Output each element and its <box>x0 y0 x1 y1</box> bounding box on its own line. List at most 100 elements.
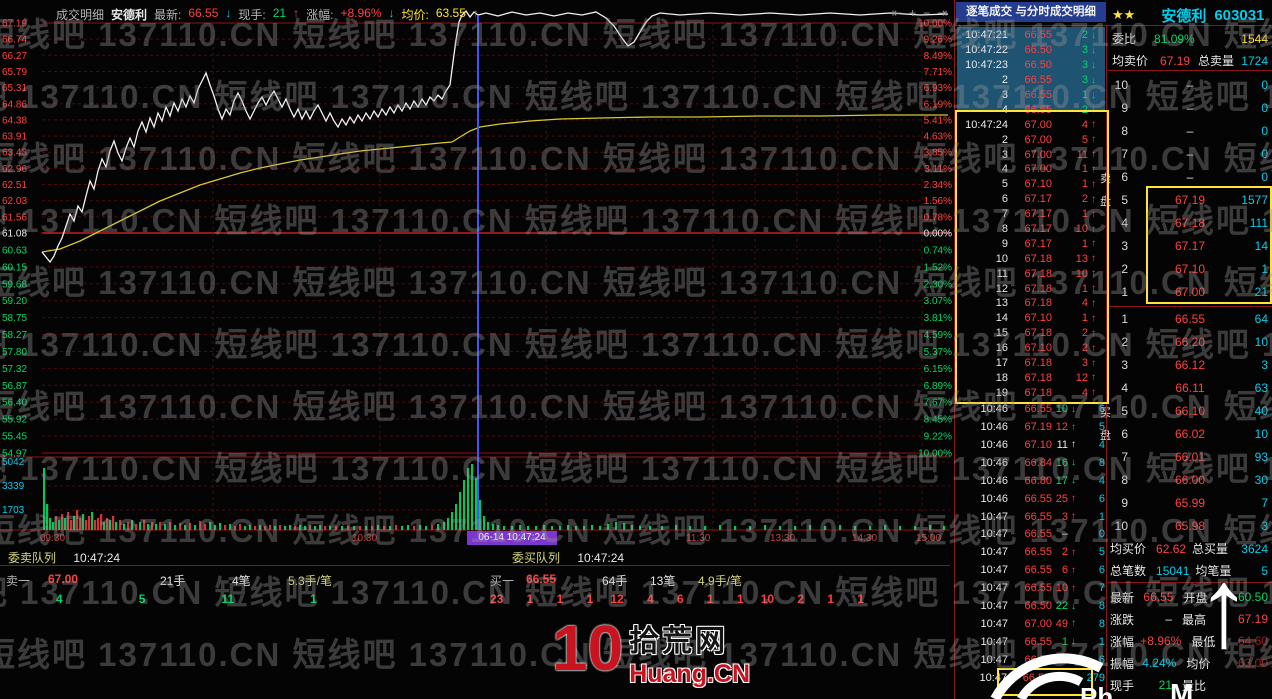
buy-queue-order[interactable]: 10 <box>760 592 775 606</box>
buy-queue-order[interactable]: 23 <box>490 592 504 606</box>
tick-row[interactable]: 10:47:23 66.50 3 ↓ <box>956 58 1108 73</box>
tick-row[interactable]: 11 67.18 10 ↑ <box>956 266 1108 281</box>
tick-row[interactable]: 10:47 66.55 2 ↑ 5 <box>956 543 1108 561</box>
up-arrow-icon: ↑ <box>1091 208 1096 220</box>
buy-queue-order[interactable]: 2 <box>797 592 805 606</box>
tick-row[interactable]: 10:47 66.50 22 ↓ 8 <box>956 597 1108 615</box>
tick-row[interactable]: 13 67.18 4 ↑ <box>956 296 1108 311</box>
tick-row[interactable]: 19 67.18 4 ↑ <box>956 385 1108 400</box>
tick-row[interactable]: 17 67.18 3 ↑ <box>956 356 1108 371</box>
tick-price: 67.17 <box>1024 237 1052 250</box>
level-price[interactable]: 65.99 <box>1174 496 1206 510</box>
tick-row[interactable]: 2 67.00 5 ↑ <box>956 132 1108 147</box>
level-price[interactable]: 67.17 <box>1174 239 1206 253</box>
tick-row[interactable]: 18 67.18 12 ↑ <box>956 370 1108 385</box>
buy-queue-order[interactable]: 1 <box>737 592 744 606</box>
level-price[interactable]: 66.01 <box>1174 450 1206 464</box>
level-price[interactable]: 66.10 <box>1174 404 1206 418</box>
crosshair-time-label: 06-14 10:47:24 <box>467 531 557 545</box>
tick-row[interactable]: 15 67.18 2 ↑ <box>956 326 1108 341</box>
pan-right-icon[interactable]: ⇥ <box>937 6 948 20</box>
level-number: 9 <box>1121 496 1128 510</box>
level-price[interactable]: – <box>1186 170 1194 184</box>
tick-row[interactable]: 10:46 67.19 12 ↑ 5 <box>956 418 1108 436</box>
tick-row[interactable]: 3 66.55 1 ↓ <box>956 88 1108 103</box>
tick-row[interactable]: 4 66.55 2 ↓ <box>956 102 1108 117</box>
buy-queue-order[interactable]: 1 <box>707 592 714 606</box>
level-price[interactable]: 66.55 <box>1174 312 1206 326</box>
sell-queue-order[interactable]: 5 <box>138 592 146 606</box>
tick-time: 10:47 <box>980 582 1008 595</box>
level-price[interactable]: 66.11 <box>1175 381 1205 395</box>
level-price[interactable]: 66.12 <box>1174 358 1206 372</box>
buy-queue-order[interactable]: 6 <box>677 592 684 606</box>
tick-row[interactable]: 14 67.10 1 ↑ <box>956 311 1108 326</box>
tick-row[interactable]: 8 67.17 10 ↑ <box>956 222 1108 237</box>
level-price[interactable]: 66.20 <box>1174 335 1206 349</box>
up-arrow-icon: ↑ <box>1071 564 1076 576</box>
buy-queue-order[interactable]: 1 <box>586 592 594 606</box>
tick-row[interactable]: 10:46 66.55 10 ↓ 6 <box>956 400 1108 418</box>
tick-row[interactable]: 16 67.10 2 ↑ <box>956 341 1108 356</box>
tick-price: 66.55 <box>1024 528 1052 541</box>
level-price[interactable]: 67.00 <box>1174 285 1206 299</box>
tick-row[interactable]: 10:47 66.55 1 ↓ 1 <box>956 633 1108 651</box>
tick-row[interactable]: 10:47 66.55 10 ↑ 7 <box>956 579 1108 597</box>
tick-row[interactable]: 2 66.55 3 ↓ <box>956 73 1108 88</box>
level-quantity: 0 <box>1261 147 1268 161</box>
tick-row[interactable]: 5 67.10 1 ↑ <box>956 177 1108 192</box>
buy-queue-order[interactable]: 1 <box>857 592 865 606</box>
buy-queue-order[interactable]: 1 <box>526 592 534 606</box>
tick-time: 10:47 <box>980 600 1008 612</box>
tick-time: 10:46 <box>980 403 1008 416</box>
sell-queue-list[interactable]: 4 5 11 1 <box>56 592 317 606</box>
buy-queue-order[interactable]: 12 <box>610 592 624 606</box>
level-price[interactable]: 65.98 <box>1174 519 1206 533</box>
tick-row[interactable]: 10:47 66.55– 0 <box>956 526 1108 544</box>
tick-row[interactable]: 7 67.17 1 ↑ <box>956 207 1108 222</box>
level-price[interactable]: 67.18 <box>1174 216 1206 230</box>
tick-row[interactable]: 6 67.17 2 ↑ <box>956 192 1108 207</box>
zoom-in-button[interactable]: + <box>909 6 917 20</box>
pct-axis-label: 8.45% <box>924 415 952 426</box>
buy-queue-order[interactable]: 1 <box>827 592 835 606</box>
level-price[interactable]: 66.00 <box>1174 473 1206 487</box>
tick-row[interactable]: 10:47:21 66.55 2 ↓ <box>956 28 1108 43</box>
tick-row[interactable]: 9 67.17 1 ↑ <box>956 236 1108 251</box>
tick-row[interactable]: 10:46 66.55 25 ↑ 6 <box>956 490 1108 508</box>
tick-row[interactable]: 10:47 67.00 49 ↑ 8 <box>956 615 1108 633</box>
stat-label: 最低 <box>1191 634 1216 649</box>
price-axis-label: 62.03 <box>2 196 27 207</box>
pan-left-icon[interactable]: ⇤ <box>892 6 903 20</box>
tick-row[interactable]: 10:47:24 67.00 4 ↑ <box>956 117 1108 132</box>
price-axis-label: 57.32 <box>2 364 27 375</box>
buy-queue-order[interactable]: 1 <box>556 592 564 606</box>
buy-queue-order[interactable]: 4 <box>647 592 654 606</box>
level-price[interactable]: – <box>1186 124 1194 138</box>
level-price[interactable]: 67.19 <box>1174 193 1206 207</box>
tick-row[interactable]: 10:47 66.55 3 ↑ 1 <box>956 508 1108 526</box>
tick-row[interactable]: 10:46 66.84 16 ↓ 8 <box>956 454 1108 472</box>
tick-row[interactable]: 12 67.18 1 ↑ <box>956 281 1108 296</box>
buy-queue-list[interactable]: 23 1 1 1 12 4 6 1 1 10 2 1 1 <box>490 592 864 606</box>
tick-price: 67.18 <box>1024 357 1052 370</box>
tick-row[interactable]: 10:47:22 66.50 3 ↓ <box>956 43 1108 58</box>
tick-time: 10:46 <box>980 421 1008 434</box>
level-price[interactable]: 66.02 <box>1174 427 1206 441</box>
tick-row[interactable]: 10:47 66.55 6 ↑ 6 <box>956 561 1108 579</box>
level-price[interactable]: 67.10 <box>1174 262 1206 276</box>
tick-row[interactable]: 10:46 66.80 17 ↓ 4 <box>956 472 1108 490</box>
tick-row[interactable]: 10 67.18 13 ↑ <box>956 251 1108 266</box>
level-price[interactable]: – <box>1186 147 1194 161</box>
watermark-fragment: Ph <box>1080 682 1114 699</box>
level-price[interactable]: – <box>1186 101 1194 115</box>
zoom-out-button[interactable]: − <box>923 6 931 20</box>
sell-queue-order[interactable]: 11 <box>221 592 235 606</box>
timeshare-chart[interactable]: 67.19 66.74 66.27 65.79 65.31 64.86 64.38 63.91… <box>0 0 956 546</box>
tick-row[interactable]: 10:46 67.10 11 ↑ 4 <box>956 436 1108 454</box>
sell-queue-order[interactable]: 1 <box>310 592 317 606</box>
sell-queue-order[interactable]: 4 <box>56 592 63 606</box>
tick-row[interactable]: 3 67.00 11 ↑ <box>956 147 1108 162</box>
tick-row[interactable]: 4 67.00 1 ↑ <box>956 162 1108 177</box>
level-price[interactable]: – <box>1186 78 1194 92</box>
